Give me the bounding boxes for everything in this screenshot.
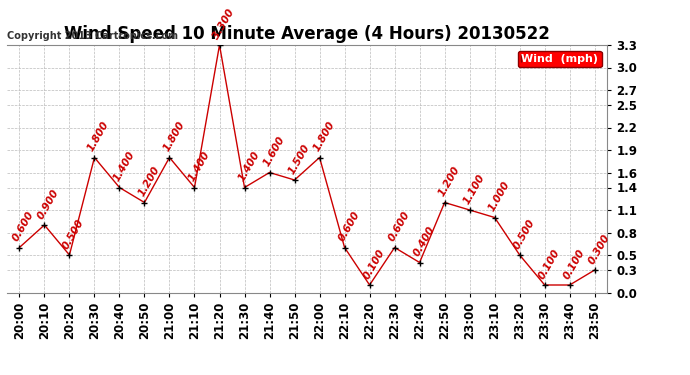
Text: 1.500: 1.500 (286, 142, 311, 176)
Text: Copyright 2013 Cartronics.com: Copyright 2013 Cartronics.com (7, 32, 178, 41)
Text: 0.100: 0.100 (562, 247, 586, 281)
Text: 0.900: 0.900 (36, 187, 61, 221)
Text: 0.600: 0.600 (11, 210, 37, 243)
Text: 0.100: 0.100 (362, 247, 386, 281)
Text: 1.800: 1.800 (86, 120, 111, 153)
Text: 1.200: 1.200 (436, 165, 462, 198)
Text: 3.300: 3.300 (211, 7, 237, 41)
Text: 0.500: 0.500 (511, 217, 537, 251)
Text: 1.600: 1.600 (262, 135, 286, 168)
Text: 1.800: 1.800 (161, 120, 186, 153)
Text: 0.400: 0.400 (411, 225, 437, 258)
Text: 0.100: 0.100 (536, 247, 562, 281)
Text: 1.800: 1.800 (311, 120, 337, 153)
Text: 1.400: 1.400 (236, 150, 262, 183)
Text: 0.600: 0.600 (336, 210, 362, 243)
Text: 1.000: 1.000 (486, 180, 511, 213)
Title: Wind Speed 10 Minute Average (4 Hours) 20130522: Wind Speed 10 Minute Average (4 Hours) 2… (64, 26, 550, 44)
Text: 1.400: 1.400 (186, 150, 211, 183)
Text: 1.200: 1.200 (136, 165, 161, 198)
Text: 0.500: 0.500 (61, 217, 86, 251)
Text: 1.400: 1.400 (111, 150, 137, 183)
Legend: Wind  (mph): Wind (mph) (518, 51, 602, 67)
Text: 0.300: 0.300 (586, 232, 611, 266)
Text: 0.600: 0.600 (386, 210, 411, 243)
Text: 1.100: 1.100 (462, 172, 486, 206)
